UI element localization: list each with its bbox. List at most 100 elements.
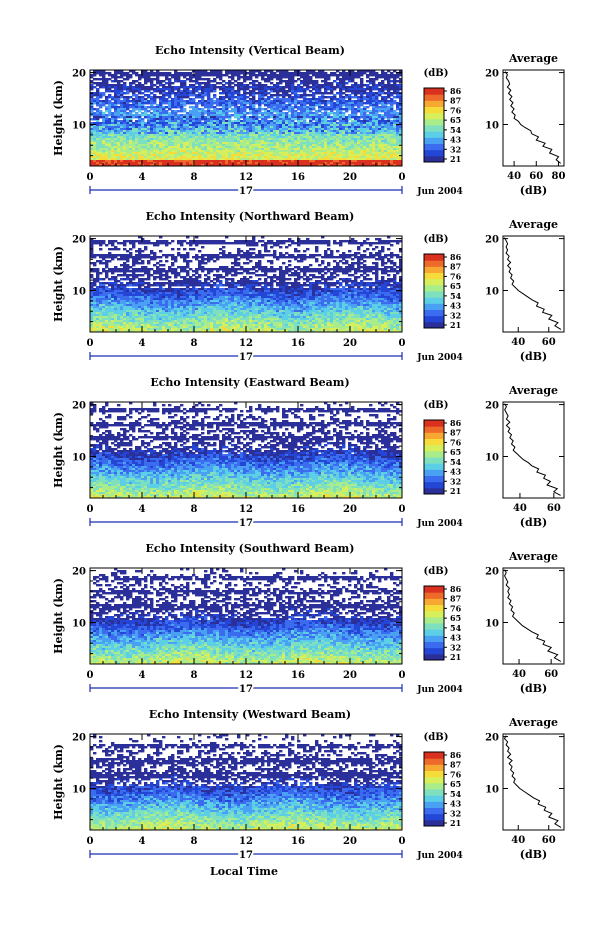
heatmap-cell xyxy=(291,102,294,104)
heatmap-cell xyxy=(186,102,189,104)
heatmap-cell xyxy=(234,242,237,244)
heatmap-cell xyxy=(357,110,360,112)
average-x-tick-label: 40 xyxy=(507,171,521,182)
heatmap-cell xyxy=(264,74,267,76)
heatmap-cell xyxy=(264,104,267,106)
heatmap-cell xyxy=(159,84,162,86)
heatmap-cell xyxy=(318,110,321,112)
month-label: Jun 2004 xyxy=(416,187,463,197)
heatmap-cell xyxy=(117,76,120,78)
heatmap-cell xyxy=(195,82,198,84)
x-tick-label: 8 xyxy=(191,172,198,183)
heatmap-cell xyxy=(279,246,282,248)
heatmap-cell xyxy=(105,102,108,104)
heatmap-cell xyxy=(255,256,258,258)
heatmap-cell xyxy=(171,106,174,108)
heatmap-cell xyxy=(390,240,393,242)
heatmap-cell xyxy=(114,256,117,258)
heatmap-cell xyxy=(111,86,114,88)
heatmap-cell xyxy=(114,240,117,242)
heatmap-cell xyxy=(240,76,243,78)
heatmap-cell xyxy=(165,78,168,80)
heatmap-cell xyxy=(378,84,381,86)
heatmap-cell xyxy=(93,82,96,84)
heatmap-cell xyxy=(363,92,366,94)
heatmap-cell xyxy=(183,96,186,98)
heatmap-cell xyxy=(165,244,168,246)
heatmap-cell xyxy=(90,80,93,82)
day-label: 17 xyxy=(239,186,253,197)
colorbar-tick-label: 43 xyxy=(450,135,462,145)
heatmap-cell xyxy=(198,102,201,104)
heatmap-cell xyxy=(231,256,234,258)
heatmap-cell xyxy=(297,244,300,246)
heatmap-cell xyxy=(228,72,231,74)
heatmap-cell xyxy=(231,114,234,116)
heatmap-cell xyxy=(99,86,102,88)
heatmap-cell xyxy=(321,242,324,244)
heatmap-cell xyxy=(249,244,252,246)
heatmap-cell xyxy=(360,244,363,246)
y-tick-label: 10 xyxy=(72,120,86,131)
heatmap-cell xyxy=(270,116,273,118)
heatmap-cell xyxy=(129,100,132,102)
heatmap-cell xyxy=(141,76,144,78)
heatmap-cell xyxy=(213,256,216,258)
heatmap-cell xyxy=(357,76,360,78)
heatmap-cell xyxy=(156,96,159,98)
heatmap-cell xyxy=(126,92,129,94)
heatmap-cell xyxy=(258,240,261,242)
heatmap-cell xyxy=(294,106,297,108)
heatmap-cell xyxy=(204,74,207,76)
heatmap-cell xyxy=(240,72,243,74)
heatmap-cell xyxy=(225,82,228,84)
heatmap-cell xyxy=(111,244,114,246)
heatmap-cell xyxy=(93,102,96,104)
heatmap-cell xyxy=(189,94,192,96)
heatmap-cell xyxy=(252,74,255,76)
heatmap-cell xyxy=(351,96,354,98)
heatmap-cell xyxy=(132,110,135,112)
heatmap-cell xyxy=(123,248,126,250)
heatmap-cell xyxy=(282,108,285,110)
heatmap-cell xyxy=(231,104,234,106)
heatmap-cell xyxy=(141,92,144,94)
heatmap-cell xyxy=(252,256,255,258)
heatmap-cell xyxy=(129,256,132,258)
heatmap-cell xyxy=(99,116,102,118)
heatmap-cell xyxy=(204,242,207,244)
heatmap-cell xyxy=(321,86,324,88)
heatmap-cell xyxy=(372,248,375,250)
heatmap-cell xyxy=(378,102,381,104)
heatmap-cell xyxy=(153,102,156,104)
heatmap-cell xyxy=(126,250,129,252)
heatmap-cell xyxy=(111,98,114,100)
heatmap-cell xyxy=(351,116,354,118)
colorbar-tick-label: 86 xyxy=(450,86,462,96)
heatmap-cell xyxy=(318,254,321,256)
heatmap-cell xyxy=(294,74,297,76)
heatmap-cell xyxy=(150,252,153,254)
heatmap-cell xyxy=(93,242,96,244)
heatmap-cell xyxy=(213,80,216,82)
heatmap-cell xyxy=(162,102,165,104)
heatmap-cell xyxy=(123,244,126,246)
heatmap-cell xyxy=(246,78,249,80)
heatmap-cell xyxy=(390,244,393,246)
heatmap-cell xyxy=(99,106,102,108)
heatmap-cell xyxy=(375,254,378,256)
heatmap-cell xyxy=(315,242,318,244)
heatmap-cell xyxy=(300,82,303,84)
heatmap-cell xyxy=(279,94,282,96)
heatmap-cell xyxy=(273,94,276,96)
heatmap-cell xyxy=(144,256,147,258)
heatmap-cell xyxy=(267,242,270,244)
heatmap-cell xyxy=(345,82,348,84)
heatmap-cell xyxy=(180,74,183,76)
heatmap-cell xyxy=(150,74,153,76)
heatmap-cell xyxy=(120,80,123,82)
heatmap-cell xyxy=(258,112,261,114)
heatmap-cell xyxy=(105,110,108,112)
heatmap-cell xyxy=(393,254,396,256)
heatmap-cell xyxy=(273,244,276,246)
